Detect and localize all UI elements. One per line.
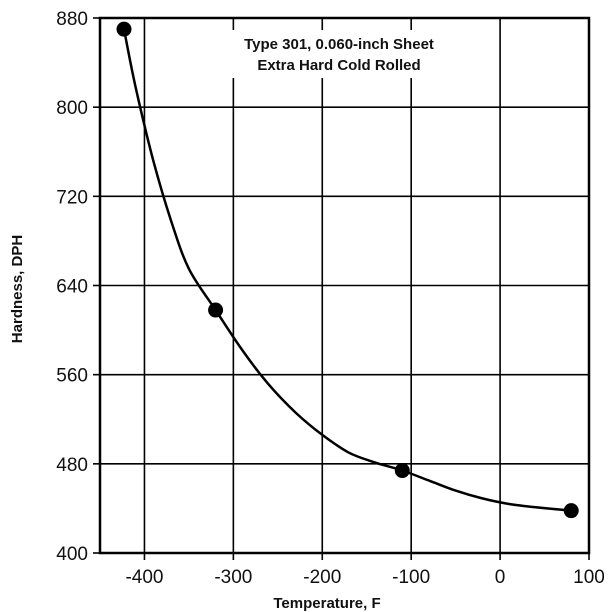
data-point — [394, 463, 410, 479]
x-tick-label: -300 — [214, 567, 252, 588]
x-tick-label: -400 — [125, 567, 163, 588]
y-tick-label: 400 — [56, 544, 88, 565]
x-tick-label: 100 — [573, 567, 605, 588]
annotation-background — [205, 30, 473, 78]
x-tick-label: -200 — [303, 567, 341, 588]
y-tick-label: 720 — [56, 187, 88, 208]
x-tick-label: 0 — [495, 567, 506, 588]
y-tick-label: 560 — [56, 366, 88, 387]
data-point — [116, 21, 132, 37]
grid-lines — [100, 18, 589, 553]
annotation-line-1: Type 301, 0.060-inch Sheet — [244, 36, 434, 53]
data-point — [563, 503, 579, 519]
annotation: Type 301, 0.060-inch Sheet Extra Hard Co… — [205, 30, 473, 78]
x-tick-label: -100 — [392, 567, 430, 588]
y-tick-label: 880 — [56, 9, 88, 30]
data-point — [208, 302, 224, 318]
x-axis-label: Temperature, F — [273, 595, 380, 612]
y-tick-labels: 400 480 560 640 720 800 880 — [56, 9, 100, 565]
y-axis-label: Hardness, DPH — [9, 235, 26, 343]
x-tick-labels: -400 -300 -200 -100 0 100 — [125, 553, 605, 588]
data-points — [116, 21, 579, 519]
y-tick-label: 480 — [56, 455, 88, 476]
y-tick-label: 800 — [56, 98, 88, 119]
y-tick-label: 640 — [56, 277, 88, 298]
annotation-line-2: Extra Hard Cold Rolled — [257, 57, 420, 74]
fit-curve — [122, 28, 572, 512]
